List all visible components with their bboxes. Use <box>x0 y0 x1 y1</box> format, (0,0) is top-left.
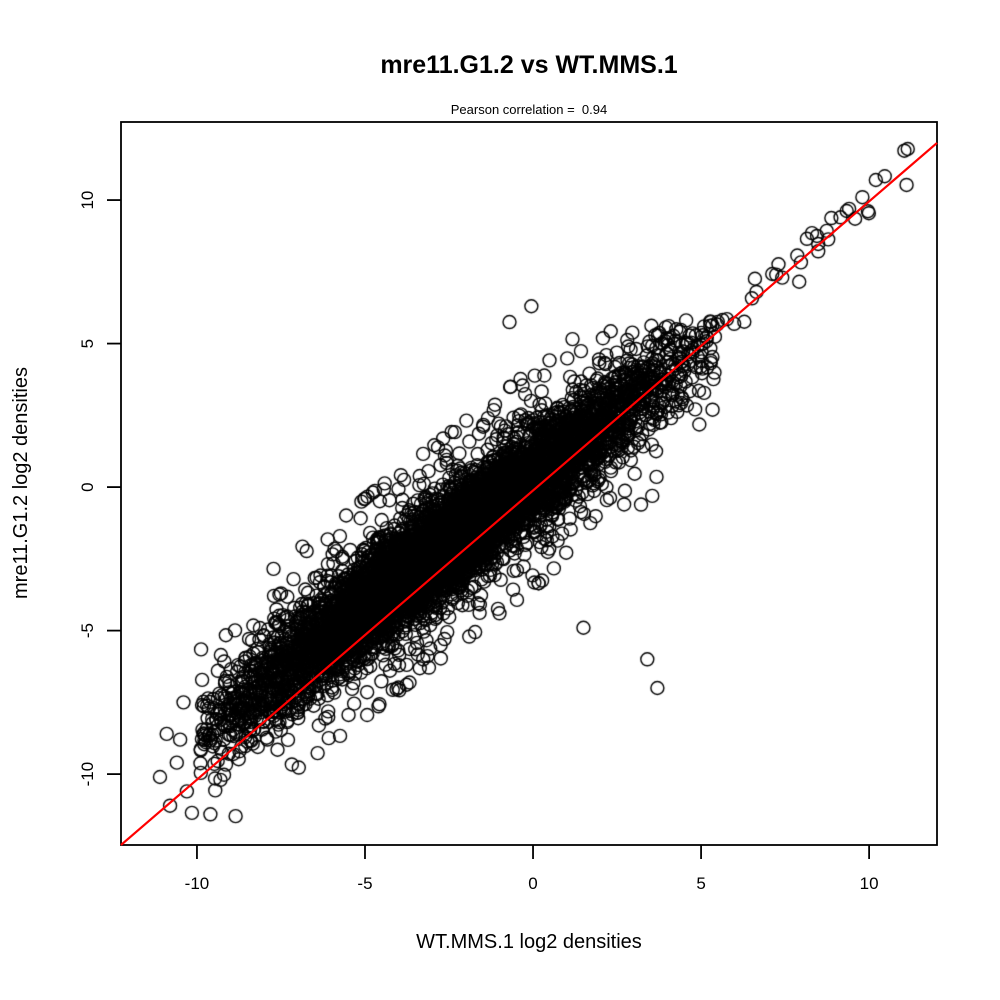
y-tick-label: 0 <box>78 482 97 491</box>
x-axis-ticks: -10 -5 0 5 10 <box>185 845 879 893</box>
y-tick-label: -5 <box>78 623 97 638</box>
x-tick-label: 10 <box>860 874 879 893</box>
x-tick-label: -5 <box>357 874 372 893</box>
y-tick-label: 10 <box>78 191 97 210</box>
x-axis-label: WT.MMS.1 log2 densities <box>416 931 642 953</box>
chart-title: mre11.G1.2 vs WT.MMS.1 <box>380 51 677 79</box>
fit-line <box>120 142 938 846</box>
y-axis-ticks: -10 -5 0 5 10 <box>78 191 121 787</box>
y-axis-label: mre11.G1.2 log2 densities <box>10 367 32 599</box>
x-tick-label: 5 <box>696 874 705 893</box>
chart-subtitle: Pearson correlation = 0.94 <box>451 102 607 117</box>
y-tick-label: -10 <box>78 762 97 787</box>
x-tick-label: 0 <box>528 874 537 893</box>
plot-border <box>120 121 938 846</box>
x-tick-label: -10 <box>185 874 210 893</box>
y-tick-label: 5 <box>78 339 97 348</box>
